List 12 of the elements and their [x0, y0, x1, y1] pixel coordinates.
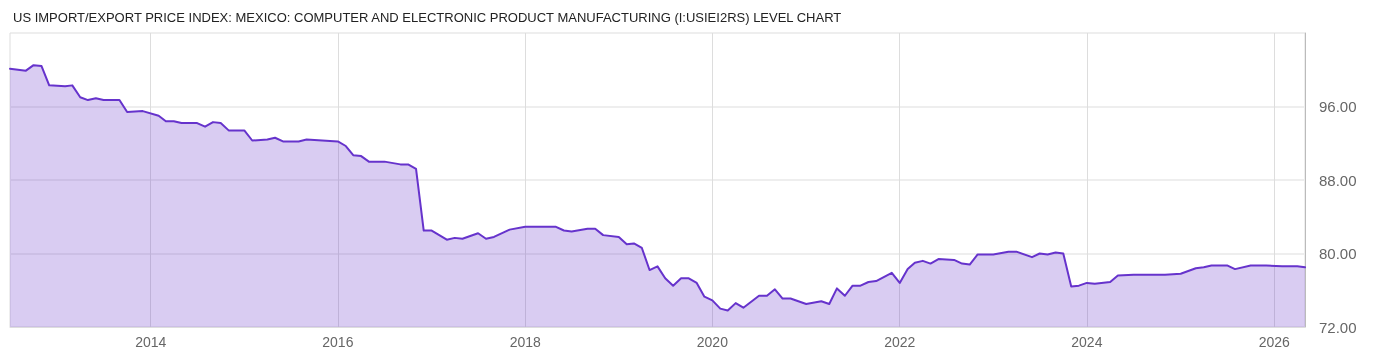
x-tick-label: 2022	[884, 334, 916, 350]
y-tick-label: 72.00	[1319, 318, 1357, 336]
x-tick-label: 2014	[135, 334, 167, 350]
chart-title: US IMPORT/EXPORT PRICE INDEX: MEXICO: COMPUTER AND ELECTRONIC PRODUCT MANUFACTURING (I:USIEI2RS) LEVEL CHART	[13, 10, 842, 25]
x-tick-label: 2024	[1071, 334, 1103, 350]
x-tick-label: 2016	[322, 334, 354, 350]
x-tick-label: 2020	[696, 334, 729, 350]
x-tick-label: 2026	[1258, 334, 1291, 350]
y-tick-label: 96.00	[1319, 98, 1357, 115]
y-tick-label: 88.00	[1319, 171, 1357, 189]
x-tick-label: 2018	[509, 334, 542, 350]
y-tick-label: 80.00	[1319, 245, 1357, 262]
